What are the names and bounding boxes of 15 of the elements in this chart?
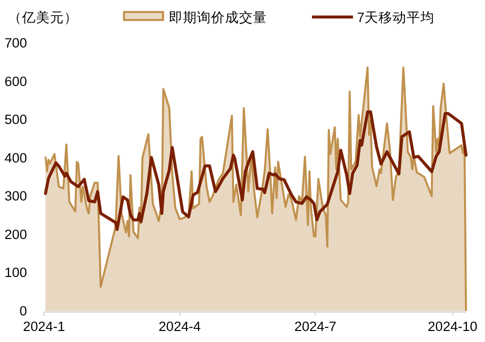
y-tick-label: 100: [4, 265, 27, 280]
y-tick-label: 600: [4, 74, 27, 89]
y-tick-label: 0: [19, 304, 27, 318]
x-tick-label: 2024-1: [22, 319, 66, 334]
y-tick-label: 700: [4, 36, 27, 50]
x-tick-label: 2024-7: [294, 319, 336, 334]
x-tick-label: 2024-10: [428, 319, 478, 334]
y-axis-title: （亿美元）: [8, 10, 78, 25]
x-tick-label: 2024-4: [158, 319, 202, 334]
y-tick-label: 200: [4, 226, 27, 242]
y-tick-label: 500: [4, 112, 27, 128]
y-tick-label: 300: [4, 188, 27, 204]
y-tick-label: 400: [4, 150, 27, 166]
legend-label: 即期询价成交量: [169, 10, 267, 25]
legend-label: 7天移动平均: [357, 10, 435, 25]
